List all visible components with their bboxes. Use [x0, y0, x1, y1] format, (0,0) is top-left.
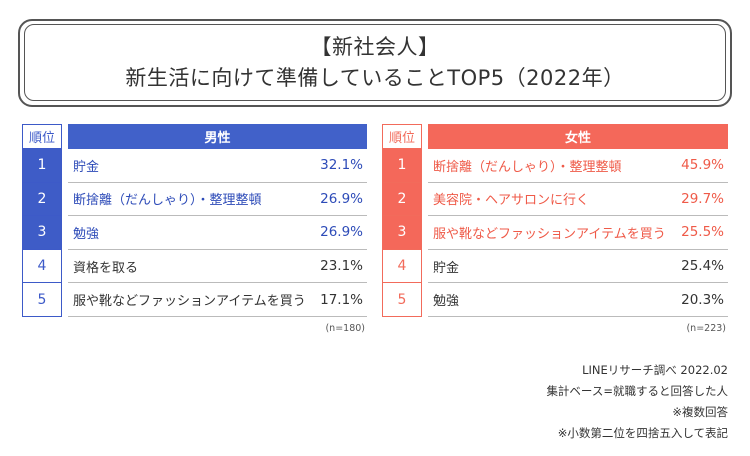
title-box: 【新社会人】 新生活に向けて準備していることTOP5（2022年） — [24, 24, 726, 101]
female-item-1: 断捨離（だんしゃり）・整理整頓 45.9% — [428, 149, 728, 183]
title-line-1: 【新社会人】 — [310, 34, 440, 59]
female-rank-5: 5 — [382, 283, 422, 317]
male-item-2: 断捨離（だんしゃり）・整理整頓 26.9% — [68, 183, 367, 217]
male-item-value: 26.9% — [320, 190, 363, 207]
female-sample-size: (n=223) — [686, 322, 726, 334]
rounding-note: ※小数第二位を四捨五入して表記 — [557, 426, 728, 440]
female-item-5: 勉強 20.3% — [428, 283, 728, 317]
female-rank-2: 2 — [382, 182, 422, 217]
male-rank-5: 5 — [22, 283, 62, 317]
male-rank-4: 4 — [22, 249, 62, 284]
male-item-label: 資格を取る — [73, 260, 139, 276]
male-row-1: 1 貯金 32.1% — [22, 149, 367, 183]
title-outer-frame — [18, 19, 732, 107]
base-note: 集計ベース=就職すると回答した人 — [546, 384, 728, 398]
female-item-value: 29.7% — [681, 190, 724, 207]
male-row-2: 2 断捨離（だんしゃり）・整理整頓 26.9% — [22, 182, 367, 217]
male-rank-2: 2 — [22, 182, 62, 217]
male-item-3: 勉強 26.9% — [68, 216, 367, 250]
male-item-1: 貯金 32.1% — [68, 149, 367, 183]
female-item-label: 服や靴などファッションアイテムを買う — [433, 226, 666, 242]
female-item-value: 25.5% — [681, 224, 724, 241]
source-notes: LINEリサーチ調べ 2022.02 集計ベース=就職すると回答した人 ※複数回… — [546, 360, 728, 444]
male-row-3: 3 勉強 26.9% — [22, 216, 367, 250]
male-row-5: 5 服や靴などファッションアイテムを買う 17.1% — [22, 283, 367, 317]
male-sample-size: (n=180) — [325, 322, 365, 334]
male-item-label: 貯金 — [73, 159, 100, 175]
male-group-header: 男性 — [68, 124, 367, 149]
female-rank-1: 1 — [382, 149, 422, 183]
male-item-value: 32.1% — [320, 157, 363, 174]
female-row-2: 2 美容院・ヘアサロンに行く 29.7% — [382, 182, 728, 217]
multiple-answer-note: ※複数回答 — [672, 405, 728, 419]
male-row-4: 4 資格を取る 23.1% — [22, 249, 367, 284]
female-item-3: 服や靴などファッションアイテムを買う 25.5% — [428, 216, 728, 250]
female-row-4: 4 貯金 25.4% — [382, 249, 728, 284]
male-rank-1: 1 — [22, 149, 62, 183]
female-row-3: 3 服や靴などファッションアイテムを買う 25.5% — [382, 216, 728, 250]
male-item-4: 資格を取る 23.1% — [68, 250, 367, 284]
male-header-row: 順位 男性 — [22, 124, 367, 149]
male-rank-3: 3 — [22, 216, 62, 250]
female-item-value: 25.4% — [681, 258, 724, 275]
female-item-label: 断捨離（だんしゃり）・整理整頓 — [433, 159, 622, 175]
male-rank-header: 順位 — [22, 124, 62, 149]
female-item-value: 45.9% — [681, 157, 724, 174]
female-row-1: 1 断捨離（だんしゃり）・整理整頓 45.9% — [382, 149, 728, 183]
female-rank-4: 4 — [382, 249, 422, 284]
male-item-5: 服や靴などファッションアイテムを買う 17.1% — [68, 283, 367, 317]
male-item-value: 17.1% — [320, 291, 363, 308]
male-item-label: 服や靴などファッションアイテムを買う — [73, 294, 306, 310]
female-item-value: 20.3% — [681, 291, 724, 308]
female-header-row: 順位 女性 — [382, 124, 728, 149]
female-item-label: 貯金 — [433, 260, 460, 276]
female-rank-3: 3 — [382, 216, 422, 250]
female-item-label: 美容院・ヘアサロンに行く — [433, 193, 590, 209]
female-ranking-table: 順位 女性 1 断捨離（だんしゃり）・整理整頓 45.9% 2 美容院・ヘアサロ… — [382, 124, 728, 334]
male-item-value: 23.1% — [320, 258, 363, 275]
female-rank-header: 順位 — [382, 124, 422, 149]
title-line-2: 新生活に向けて準備していることTOP5（2022年） — [125, 65, 625, 90]
female-item-4: 貯金 25.4% — [428, 250, 728, 284]
female-item-2: 美容院・ヘアサロンに行く 29.7% — [428, 183, 728, 217]
male-item-value: 26.9% — [320, 224, 363, 241]
male-item-label: 断捨離（だんしゃり）・整理整頓 — [73, 193, 262, 209]
male-item-label: 勉強 — [73, 226, 100, 242]
female-item-label: 勉強 — [433, 294, 460, 310]
female-group-header: 女性 — [428, 124, 728, 149]
female-row-5: 5 勉強 20.3% — [382, 283, 728, 317]
source-credit: LINEリサーチ調べ 2022.02 — [582, 363, 728, 377]
male-ranking-table: 順位 男性 1 貯金 32.1% 2 断捨離（だんしゃり）・整理整頓 26.9%… — [22, 124, 367, 334]
